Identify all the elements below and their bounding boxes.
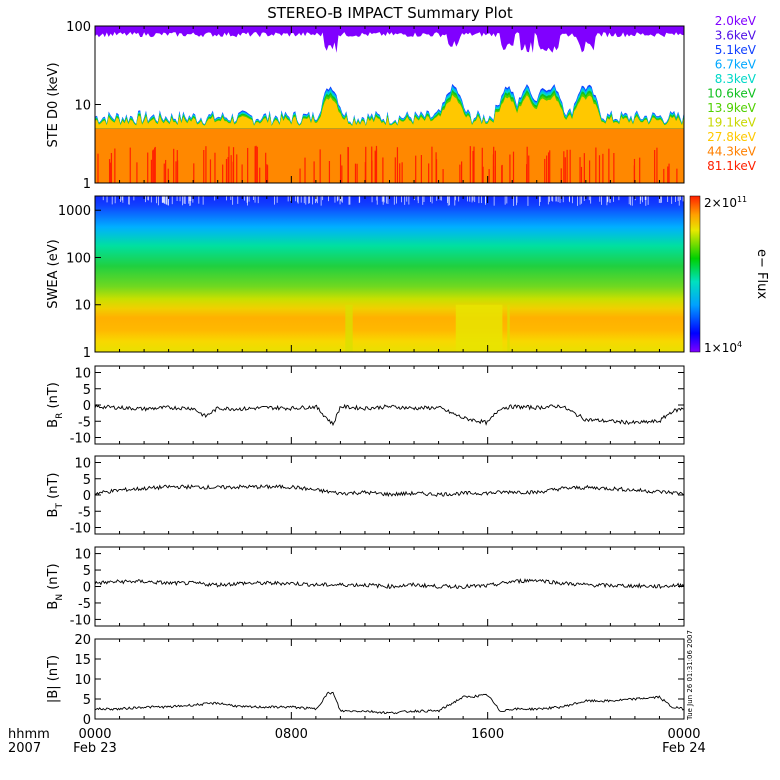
legend-8.3keV: 8.3keV (715, 72, 757, 86)
ste-channel-2.0keV (95, 26, 684, 53)
time-tick-label: 0000 (667, 727, 700, 742)
time-tick-label: 0000 (78, 727, 111, 742)
br-ytick-label: 10 (74, 367, 91, 382)
bmag-ytick-label: 5 (83, 693, 91, 708)
ste-ytick-label: 100 (66, 20, 91, 35)
swea-ytick-label: 1000 (58, 204, 91, 219)
time-tick-label: 0800 (275, 727, 308, 742)
swea-ytick-label: 1 (83, 346, 91, 361)
bn-ytick-label: 0 (83, 581, 91, 596)
bt-ytick-label: 10 (74, 457, 91, 472)
time-tick-date: Feb 24 (662, 741, 706, 756)
bt-series-line (94, 483, 685, 497)
swea-low-flux-region (455, 304, 503, 352)
bmag-frame (94, 638, 685, 720)
timestamp-stamp: Tue Jun 26 01:31:06 2007 (686, 630, 694, 721)
bn-ylabel: BN (nT) (46, 563, 65, 609)
swea-panel: 1 10 100 1000 SWEA (eV) 2×1011 1×104 e− Flu… (46, 195, 769, 361)
ste-ytick-label: 10 (74, 99, 91, 114)
legend-6.7keV: 6.7keV (715, 58, 757, 72)
swea-ylabel: SWEA (eV) (46, 239, 61, 308)
bt-frame (94, 455, 685, 535)
colorbar (689, 195, 701, 353)
bt-ylabel: BT (nT) (46, 473, 65, 518)
legend-2.0keV: 2.0keV (715, 14, 757, 28)
bt-ytick-label: 0 (83, 489, 91, 504)
br-series-line (94, 403, 685, 427)
time-tick-date: Feb 23 (73, 741, 117, 756)
bmag-ytick-label: 0 (83, 713, 91, 728)
bn-ytick-label: 10 (74, 548, 91, 563)
legend-13.9keV: 13.9keV (707, 101, 757, 115)
swea-gap (507, 304, 510, 352)
time-axis-hhmm: hhmm (8, 727, 50, 742)
bmag-ytick-label: 15 (74, 653, 91, 668)
bn-ytick-label: 5 (83, 564, 91, 579)
legend-27.8keV: 27.8keV (707, 130, 757, 144)
br-ytick-label: -5 (78, 415, 91, 430)
bn-ytick-label: -5 (78, 597, 91, 612)
ste-panel: 1 10 100 STE D0 (keV) 2.0keV3.6keV5.1keV6.… (46, 14, 757, 192)
swea-ytick-label: 10 (74, 299, 91, 314)
time-tick-label: 1600 (471, 727, 504, 742)
legend-5.1keV: 5.1keV (715, 43, 757, 57)
colorbar-max-label: 2×1011 (704, 195, 747, 210)
legend-19.1keV: 19.1keV (707, 116, 757, 130)
bn-series-line (94, 578, 685, 590)
bmag-ytick-label: 10 (74, 673, 91, 688)
br-frame (94, 365, 685, 445)
bt-ytick-label: -10 (70, 522, 91, 537)
ste-ylabel: STE D0 (keV) (46, 62, 61, 147)
legend-10.6keV: 10.6keV (707, 87, 757, 101)
br-ytick-label: -10 (70, 432, 91, 447)
colorbar-label: e− Flux (754, 249, 769, 299)
colorbar-min-label: 1×104 (704, 340, 742, 355)
time-axis-year: 2007 (8, 741, 41, 756)
ste-ytick-label: 1 (83, 177, 91, 192)
br-ylabel: BR (nT) (46, 382, 65, 428)
bt-ytick-label: -5 (78, 505, 91, 520)
bmag-panel: 0 5 10 15 20 |B| (nT) (46, 633, 685, 728)
br-ytick-label: 0 (83, 399, 91, 414)
swea-gap (345, 304, 353, 352)
swea-ytick-label: 100 (66, 251, 91, 266)
legend-3.6keV: 3.6keV (715, 29, 757, 43)
bmag-series-line (94, 691, 685, 715)
chart-title: STEREO-B IMPACT Summary Plot (267, 4, 513, 22)
bn-ytick-label: -10 (70, 613, 91, 628)
bt-ytick-label: 5 (83, 473, 91, 488)
legend-44.3keV: 44.3keV (707, 145, 757, 159)
bmag-ylabel: |B| (nT) (46, 655, 61, 703)
swea-spectrogram (95, 196, 684, 352)
legend-81.1keV: 81.1keV (707, 159, 757, 173)
bmag-ytick-label: 20 (74, 633, 91, 648)
bn-panel: -10-50 510 BN (nT) (46, 546, 685, 628)
br-ytick-label: 5 (83, 383, 91, 398)
ste-channel-band (95, 94, 684, 129)
